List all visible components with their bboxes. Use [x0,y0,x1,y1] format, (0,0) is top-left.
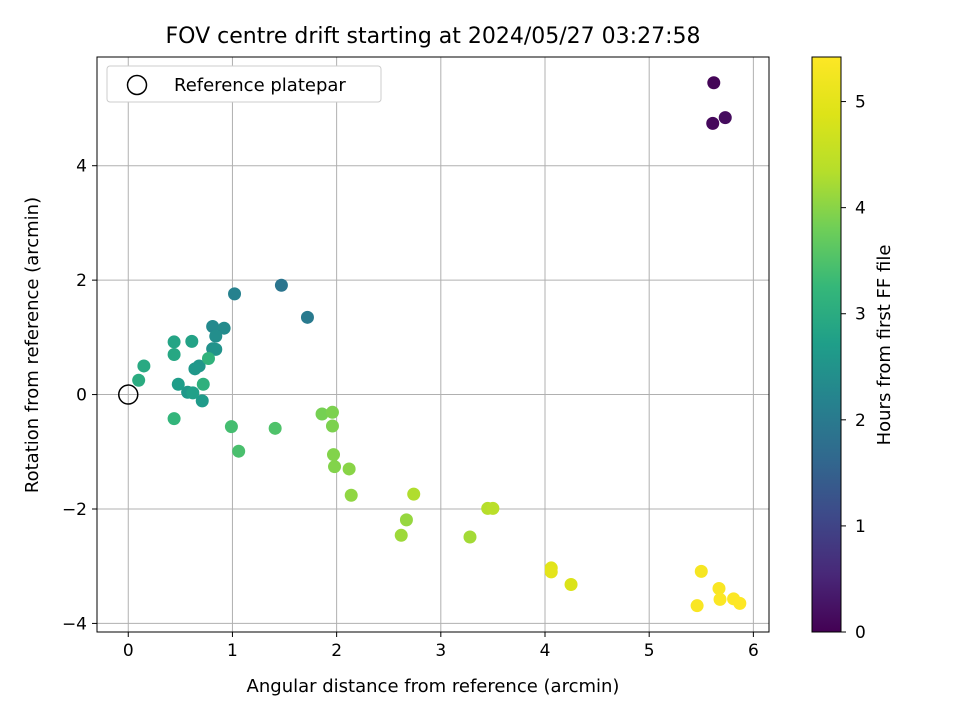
x-axis-label: Angular distance from reference (arcmin) [247,676,620,697]
data-point [217,321,231,335]
scatter-points [132,76,747,613]
data-point [137,359,151,373]
x-tick-label: 3 [435,641,446,661]
data-point [327,448,341,462]
data-point [196,377,210,391]
data-point [224,420,238,434]
plot-frame [96,56,770,633]
y-tick-label: 2 [76,271,87,291]
data-point [201,352,215,366]
chart-title: FOV centre drift starting at 2024/05/27 … [166,24,701,49]
y-tick-label: −4 [62,614,87,634]
data-point [167,412,181,426]
x-tick-label: 2 [331,641,342,661]
colorbar-tick-label: 0 [855,623,866,643]
data-point [195,394,209,408]
data-point [325,405,339,419]
data-point [186,386,200,400]
legend-box [106,65,382,103]
data-point [394,528,408,542]
x-tick-label: 1 [227,641,238,661]
data-point [733,596,747,610]
colorbar: 0 1 2 3 4 5 Hours from first FF file [811,56,895,643]
data-point [185,334,199,348]
data-point [188,362,202,376]
y-axis-ticks: −4 −2 0 2 4 [62,157,97,634]
data-point [232,444,246,458]
data-point [407,487,421,501]
data-point [209,342,223,356]
data-point [228,287,242,301]
data-point [706,116,720,130]
colorbar-label: Hours from first FF file [874,245,895,446]
y-axis-label: Rotation from reference (arcmin) [22,197,43,493]
data-point [274,278,288,292]
data-point [315,407,329,421]
x-tick-label: 6 [748,641,759,661]
data-point [694,564,708,578]
colorbar-gradient [811,56,842,633]
colorbar-tick-label: 5 [855,93,866,113]
colorbar-tick-label: 2 [855,411,866,431]
data-point [544,565,558,579]
data-point [171,377,185,391]
data-point [300,310,314,324]
colorbar-tick-label: 3 [855,305,866,325]
data-point [713,592,727,606]
data-point [132,373,146,387]
data-point [707,76,721,90]
legend-marker [126,74,148,96]
data-point [712,582,726,596]
data-point [486,501,500,515]
data-point [463,530,477,544]
colorbar-ticks: 0 1 2 3 4 5 [841,93,866,643]
legend-label: Reference platepar [174,75,346,96]
data-point [268,421,282,435]
x-tick-label: 5 [644,641,655,661]
data-point [342,462,356,476]
y-tick-label: −2 [62,500,87,520]
data-point [325,419,339,433]
data-point [690,599,704,613]
x-tick-label: 4 [540,641,551,661]
data-point [399,513,413,527]
colorbar-tick-label: 4 [855,199,866,219]
data-point [167,335,181,349]
data-point [718,111,732,125]
y-tick-label: 0 [76,386,87,406]
x-axis-ticks: 0 1 2 3 4 5 6 [123,632,759,661]
data-point [209,329,223,343]
colorbar-tick-label: 1 [855,517,866,537]
data-point [564,578,578,592]
data-point [328,460,342,474]
x-tick-label: 0 [123,641,134,661]
grid [97,57,769,632]
data-point [344,488,358,502]
data-point [167,348,181,362]
legend: Reference platepar [106,65,382,103]
reference-marker [118,384,139,405]
y-tick-label: 4 [76,157,87,177]
